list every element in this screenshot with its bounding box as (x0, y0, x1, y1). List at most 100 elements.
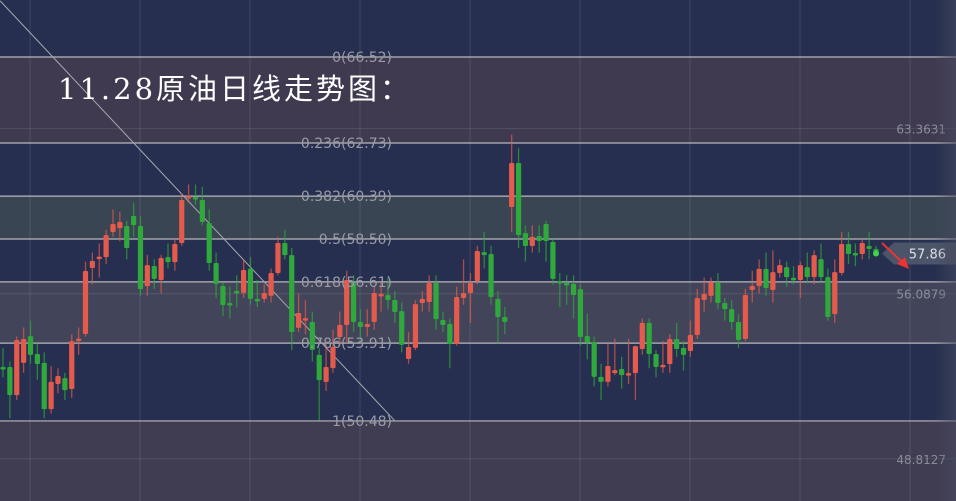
candle-body (811, 255, 817, 278)
candle-body (247, 268, 254, 299)
candle-body (454, 297, 460, 345)
candle-body (405, 346, 412, 360)
candle-body (564, 282, 570, 286)
candle (261, 284, 267, 303)
candle (570, 275, 577, 319)
candle-body (103, 235, 109, 258)
candle (777, 259, 783, 278)
candle (82, 261, 89, 337)
candle-body (804, 267, 810, 278)
candle (234, 275, 240, 308)
candle-body (632, 346, 639, 374)
candle-body (350, 282, 357, 323)
fib-level-label: 0.786(53.91) (301, 336, 392, 352)
candle-body (598, 376, 604, 382)
candle (625, 338, 632, 385)
fib-level-label: 0.382(60.39) (301, 189, 392, 205)
candle-body (96, 256, 102, 260)
candle (577, 284, 584, 346)
candle (34, 343, 40, 380)
candle-body (240, 270, 247, 293)
candle (295, 293, 302, 333)
candle-body (584, 336, 590, 343)
candle (399, 302, 405, 353)
candle-body (399, 311, 405, 345)
candle (199, 186, 205, 226)
candle-body (275, 243, 281, 274)
candle (832, 259, 838, 323)
candle-body (619, 368, 625, 376)
candle (735, 313, 742, 348)
candle (619, 356, 625, 389)
candle-body (357, 322, 364, 328)
candle (103, 229, 109, 264)
candle (859, 238, 865, 260)
candle-body (660, 364, 666, 368)
candle-body (371, 292, 377, 323)
candle-body (509, 162, 515, 207)
candle-body (419, 298, 425, 303)
candle (591, 336, 597, 387)
trendline (0, 0, 396, 422)
y-axis-tick-label: 48.8127 (896, 453, 946, 467)
candle-body (295, 312, 302, 328)
candle (839, 232, 845, 276)
candle-body (777, 265, 783, 274)
candle (639, 318, 645, 355)
candle-body (364, 324, 370, 328)
candle (742, 288, 748, 342)
candle-body (646, 322, 652, 355)
candle-body (502, 317, 508, 323)
candle (144, 254, 150, 296)
candle-body (412, 304, 419, 348)
candle (564, 275, 570, 305)
candle-body (447, 324, 453, 345)
candle (584, 313, 590, 360)
candle (0, 347, 6, 378)
candle (41, 352, 47, 419)
candle (529, 225, 535, 253)
candle (543, 220, 549, 262)
candle-body (330, 346, 336, 369)
candle-body (591, 341, 597, 377)
candle-body (69, 341, 75, 389)
candle-body (213, 263, 219, 284)
candle-body (76, 338, 82, 342)
candle-body (639, 322, 645, 350)
candle (282, 229, 288, 260)
candle (804, 252, 810, 283)
candle (646, 318, 652, 369)
candle (770, 250, 776, 303)
candle (790, 266, 797, 285)
candle-body (27, 336, 34, 355)
candle-body (268, 273, 274, 296)
candle-body (426, 282, 432, 303)
candle-body (550, 241, 556, 279)
candle-body (653, 354, 659, 367)
candle (488, 245, 494, 305)
candle (131, 202, 137, 237)
candle (701, 277, 707, 312)
candle-body (715, 282, 721, 303)
candle (708, 277, 714, 303)
fib-band (0, 196, 956, 239)
candle (165, 243, 171, 269)
candle (763, 252, 769, 296)
candle-body (481, 252, 487, 256)
candle (151, 259, 157, 289)
candle (460, 259, 467, 305)
candle (137, 216, 144, 296)
candle-body (440, 319, 446, 325)
candle-body (680, 347, 687, 355)
candle (426, 275, 432, 312)
candle (756, 259, 762, 294)
candle (811, 250, 817, 285)
candle (378, 282, 384, 312)
candle-body (825, 277, 831, 318)
candle-body (14, 339, 20, 396)
candle-body (625, 373, 632, 376)
candle (515, 148, 522, 249)
candle (206, 209, 212, 271)
